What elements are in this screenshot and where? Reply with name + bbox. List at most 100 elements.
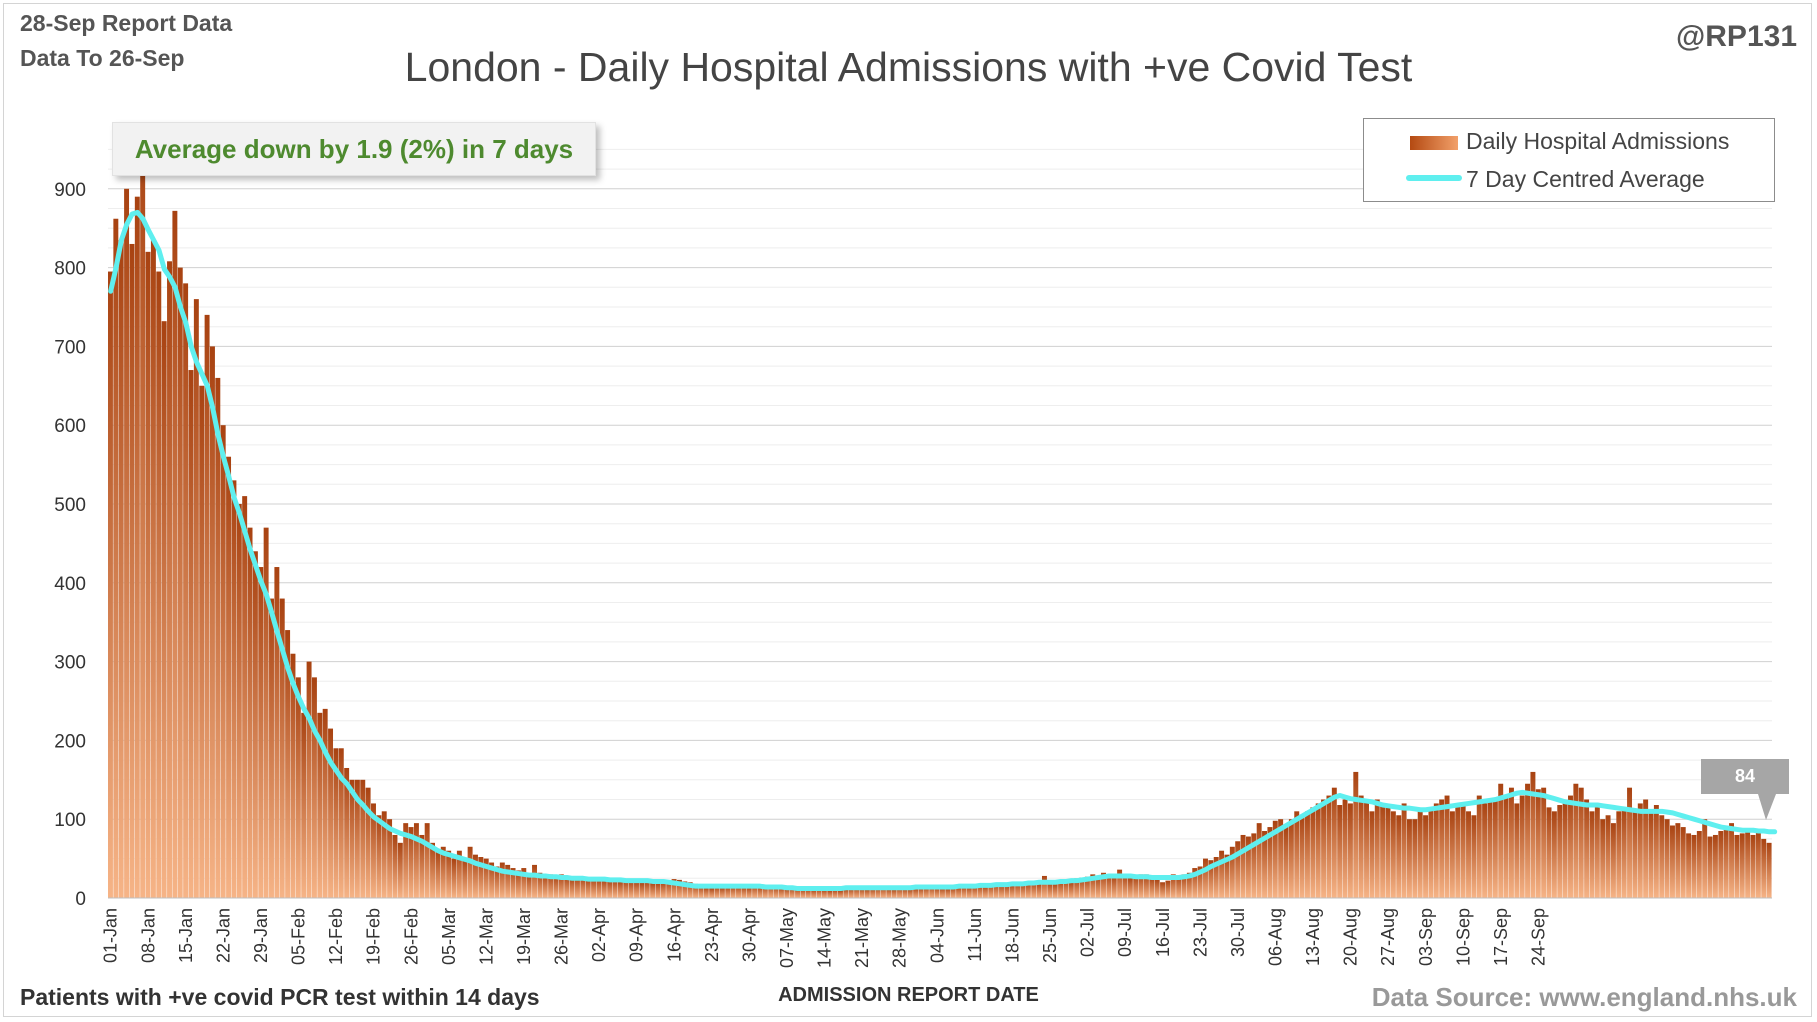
bar — [521, 868, 527, 898]
chart-title: London - Daily Hospital Admissions with … — [404, 44, 1413, 90]
y-tick-label: 400 — [54, 574, 86, 595]
bar — [1337, 805, 1343, 898]
bar — [1750, 834, 1756, 898]
bar — [1219, 850, 1225, 898]
bar — [188, 370, 194, 898]
bar — [634, 880, 639, 898]
x-tick-label: 22-Jan — [213, 908, 233, 963]
bar — [1573, 783, 1579, 898]
x-tick-label: 21-May — [852, 908, 872, 968]
bar — [478, 857, 484, 898]
bar — [344, 767, 350, 898]
bar — [1385, 807, 1391, 898]
x-axis-title: ADMISSION REPORT DATE — [778, 984, 1039, 1006]
bar — [827, 890, 833, 898]
bar — [1084, 876, 1090, 898]
bar — [773, 886, 779, 898]
bar — [306, 661, 312, 898]
bar — [1321, 799, 1327, 898]
bar — [875, 886, 881, 898]
x-tick-label: 17-Sep — [1491, 908, 1511, 966]
bar — [1262, 831, 1267, 898]
bar — [124, 188, 130, 899]
bar — [279, 598, 285, 898]
bar — [913, 887, 919, 898]
bar — [328, 728, 334, 898]
x-tick-label: 18-Jun — [1002, 908, 1022, 963]
bar — [360, 779, 366, 898]
bar — [1712, 834, 1718, 898]
bar — [880, 886, 886, 898]
bar — [795, 887, 801, 898]
bar — [231, 480, 237, 898]
bar — [1176, 875, 1182, 898]
bar — [183, 283, 189, 898]
bar — [1680, 827, 1686, 898]
bar — [918, 886, 924, 898]
bar — [220, 425, 226, 898]
bar — [725, 886, 731, 898]
bar — [1605, 815, 1611, 898]
bar — [1503, 795, 1509, 898]
x-tick-label: 03-Sep — [1416, 908, 1436, 966]
bar — [607, 879, 613, 898]
bar — [977, 884, 983, 898]
bar — [1203, 858, 1208, 898]
x-tick-label: 06-Aug — [1265, 908, 1285, 966]
bar — [1165, 880, 1171, 898]
bar — [1310, 807, 1316, 898]
y-tick-label: 700 — [54, 337, 86, 358]
bar — [397, 842, 403, 898]
x-tick-label: 05-Mar — [439, 908, 459, 965]
bar — [1514, 803, 1520, 898]
bar — [623, 879, 629, 898]
bar — [1245, 836, 1251, 898]
bar — [1670, 825, 1675, 898]
bar — [1396, 815, 1402, 898]
x-tick-label: 26-Mar — [552, 908, 572, 965]
bar — [532, 864, 537, 898]
y-tick-label: 100 — [54, 810, 86, 831]
x-tick-label: 20-Aug — [1341, 908, 1361, 966]
bar — [800, 888, 806, 898]
bar — [1154, 879, 1160, 898]
x-tick-label: 30-Jul — [1228, 908, 1248, 957]
bar — [1455, 803, 1461, 898]
bar — [274, 567, 280, 898]
bar — [972, 885, 978, 898]
bar — [258, 567, 264, 898]
bar — [172, 210, 178, 899]
x-tick-label: 15-Jan — [176, 908, 196, 963]
bar — [676, 879, 682, 898]
bar — [1562, 803, 1568, 898]
x-tick-label: 02-Jul — [1078, 908, 1098, 957]
bar — [290, 653, 296, 898]
bar — [999, 883, 1004, 898]
bar — [821, 889, 827, 898]
bar — [285, 630, 291, 898]
bar — [419, 834, 425, 898]
bar — [789, 886, 795, 898]
bar — [1079, 877, 1085, 898]
bar — [252, 551, 258, 898]
bar — [354, 779, 360, 898]
bar — [311, 677, 317, 898]
bar — [1632, 809, 1638, 898]
bar — [1015, 882, 1021, 898]
bar — [639, 882, 645, 898]
x-tick-label: 07-May — [777, 908, 797, 968]
x-tick-label: 04-Jun — [927, 908, 947, 963]
bar — [156, 271, 162, 898]
bar — [1433, 803, 1439, 898]
x-tick-label: 12-Mar — [476, 908, 496, 965]
x-tick-label: 19-Mar — [514, 908, 534, 965]
bar — [1347, 803, 1353, 898]
bar — [1498, 783, 1504, 898]
bar — [1369, 811, 1375, 898]
bar — [1471, 815, 1477, 898]
bar — [1299, 815, 1305, 898]
bar — [226, 456, 232, 898]
bar — [1390, 811, 1396, 898]
bar — [317, 712, 323, 898]
